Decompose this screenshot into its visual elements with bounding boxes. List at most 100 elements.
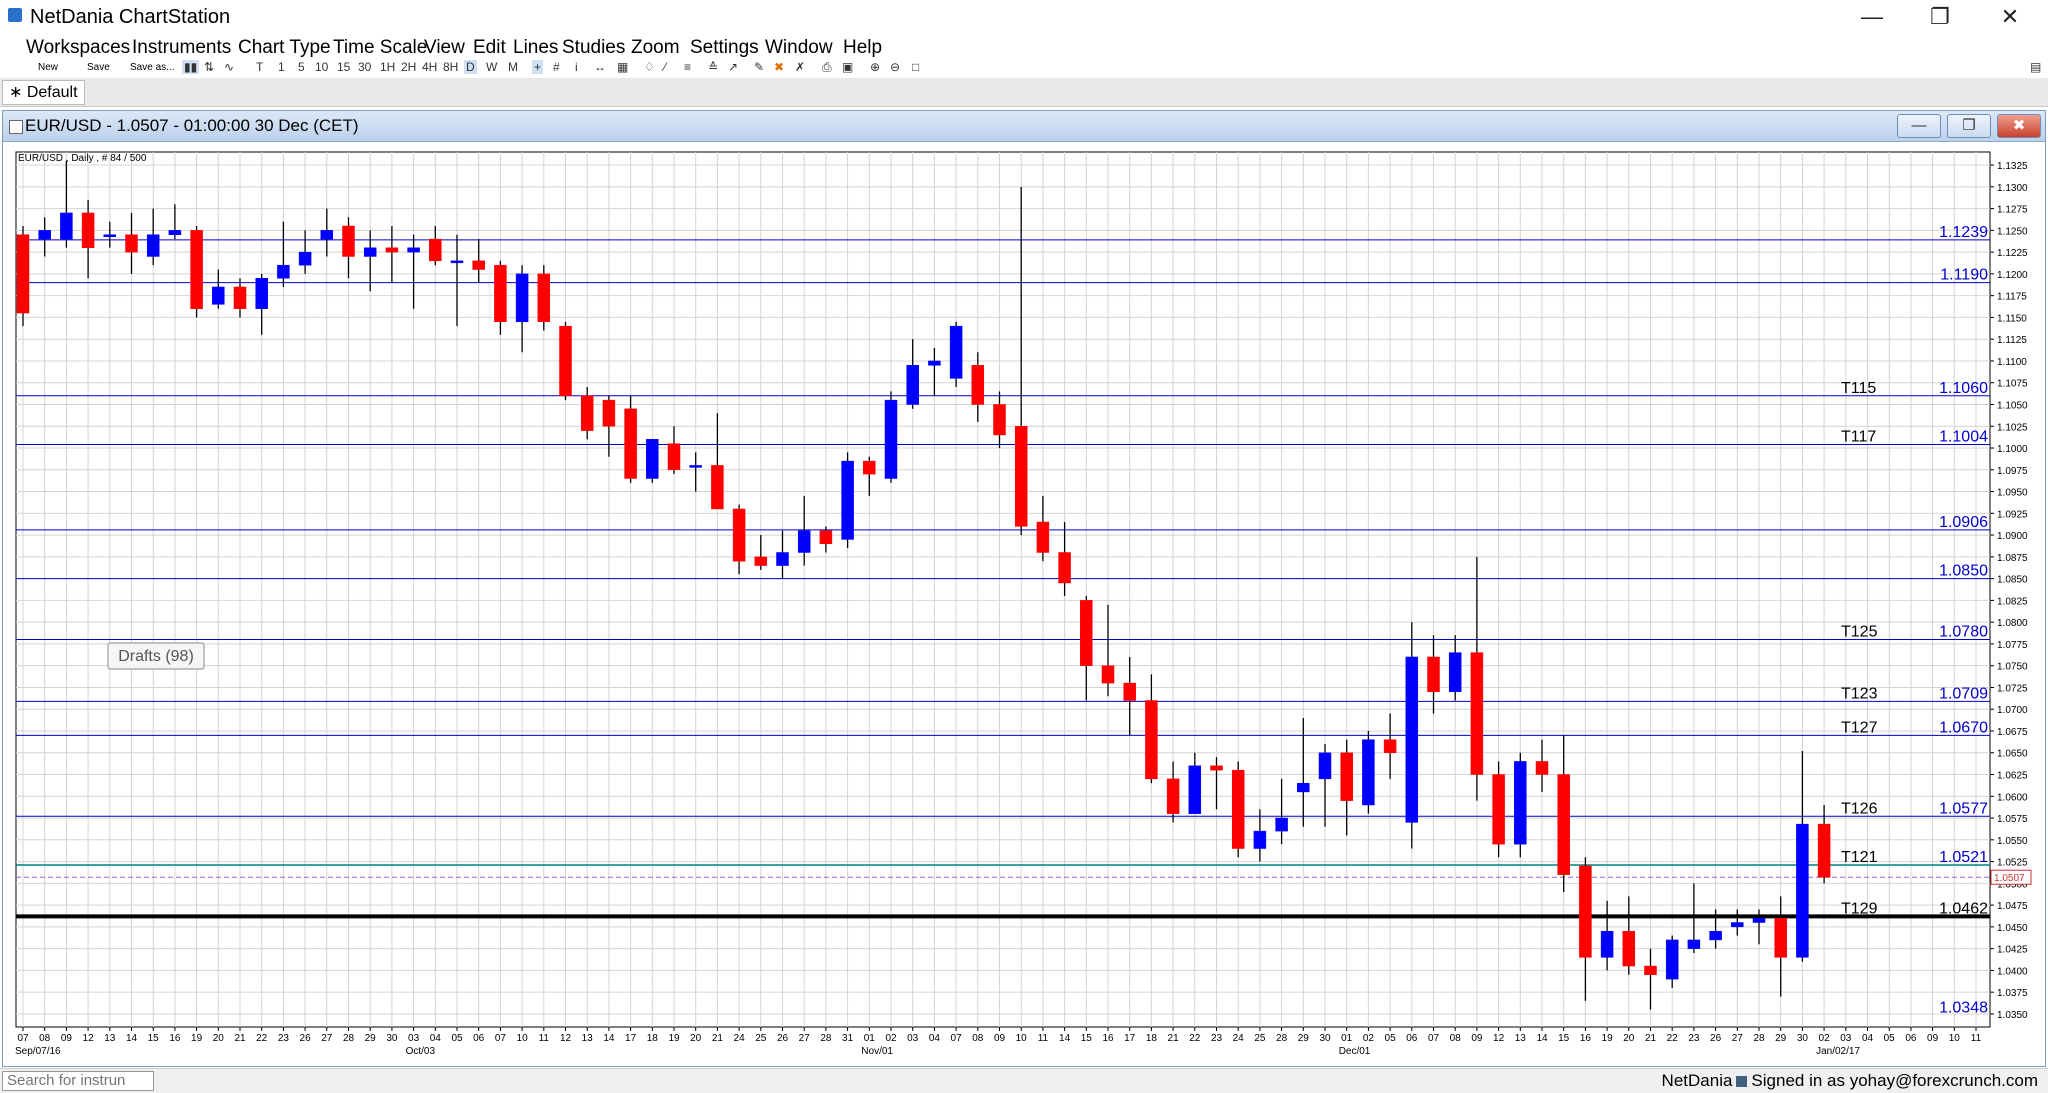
menu-settings[interactable]: Settings [690, 37, 759, 58]
candle-body[interactable] [494, 264, 507, 323]
candle-body[interactable] [1752, 917, 1766, 923]
zoom-fit-icon[interactable]: □ [912, 60, 920, 74]
candle-body[interactable] [1622, 930, 1636, 967]
timescale-1h-button[interactable]: 1H [380, 60, 396, 74]
candle-body[interactable] [1817, 823, 1831, 878]
candle-body[interactable] [1687, 939, 1701, 949]
line-chart-icon[interactable]: ∿ [224, 60, 235, 74]
candle-body[interactable] [754, 556, 768, 566]
candle-body[interactable] [797, 530, 811, 553]
candle-body[interactable] [1644, 965, 1657, 976]
candle-body[interactable] [602, 399, 616, 427]
candle-body[interactable] [1774, 917, 1787, 958]
timescale-2h-button[interactable]: 2H [401, 60, 417, 74]
timescale-daily-button[interactable]: D [464, 60, 477, 74]
menu-lines[interactable]: Lines [513, 37, 559, 58]
volume-icon[interactable]: ▦ [617, 60, 629, 74]
timescale-tick-button[interactable]: T [256, 60, 264, 74]
candle-body[interactable] [993, 404, 1006, 436]
menu-window[interactable]: Window [765, 37, 833, 58]
candle-body[interactable] [450, 260, 464, 264]
candle-body[interactable] [1383, 739, 1397, 753]
menu-instruments[interactable]: Instruments [132, 37, 232, 58]
candle-body[interactable] [1492, 774, 1505, 845]
candle-body[interactable] [971, 365, 985, 405]
candle-body[interactable] [168, 230, 182, 235]
candle-body[interactable] [667, 443, 681, 471]
pencil-icon[interactable]: ✎ [754, 60, 765, 74]
candle-body[interactable] [863, 460, 876, 475]
menu-studies[interactable]: Studies [562, 37, 626, 58]
save-as-button[interactable]: Save as... [130, 62, 175, 73]
timescale-weekly-button[interactable]: W [486, 60, 498, 74]
candle-body[interactable] [38, 230, 51, 240]
candle-body[interactable] [906, 365, 919, 405]
timescale-30m-button[interactable]: 30 [358, 60, 372, 74]
candle-body[interactable] [1600, 930, 1614, 958]
candle-body[interactable] [60, 212, 73, 240]
candle-body[interactable] [407, 247, 420, 253]
candle-body[interactable] [1535, 761, 1549, 775]
candle-body[interactable] [559, 325, 572, 397]
candle-body[interactable] [277, 264, 290, 279]
candle-body[interactable] [841, 460, 854, 540]
candle-body[interactable] [146, 234, 160, 257]
candle-body[interactable] [103, 234, 117, 237]
zoom-out-icon[interactable]: ⊖ [890, 60, 901, 74]
bar-chart-icon[interactable]: ⇅ [204, 60, 215, 74]
candle-body[interactable] [429, 238, 442, 262]
menu-help[interactable]: Help [843, 37, 883, 58]
candle-body[interactable] [1036, 521, 1050, 553]
candle-body[interactable] [1318, 752, 1332, 780]
candle-body[interactable] [776, 552, 789, 566]
candle-body[interactable] [190, 230, 203, 309]
candle-body[interactable] [233, 286, 247, 309]
candle-body[interactable] [624, 408, 637, 479]
candle-body[interactable] [1514, 761, 1527, 845]
candle-body[interactable] [255, 277, 268, 309]
plot-area[interactable] [15, 151, 1991, 1028]
chart-minimize-button[interactable]: — [1897, 114, 1941, 138]
candle-body[interactable] [16, 234, 30, 314]
timescale-5m-button[interactable]: 5 [298, 60, 305, 74]
candle-body[interactable] [1145, 700, 1158, 780]
candle-body[interactable] [884, 399, 898, 479]
candle-body[interactable] [949, 325, 963, 379]
menu-zoom[interactable]: Zoom [631, 37, 680, 58]
grid-icon[interactable]: # [553, 60, 560, 74]
candle-body[interactable] [1101, 665, 1115, 684]
window-close-button[interactable]: ✕ [2000, 4, 2020, 29]
chart-close-button[interactable]: ✖ [1997, 114, 2041, 138]
save-button[interactable]: Save [87, 62, 110, 73]
menu-time-scale[interactable]: Time Scale [333, 37, 428, 58]
info-icon[interactable]: i [575, 60, 578, 74]
chart-window-titlebar[interactable]: EUR/USD - 1.0507 - 01:00:00 30 Dec (CET)… [3, 111, 2045, 142]
tab-default-workspace[interactable]: ∗ Default [2, 80, 85, 105]
candle-body[interactable] [1362, 739, 1375, 806]
candle-body[interactable] [363, 247, 377, 257]
candle-body[interactable] [1579, 865, 1592, 958]
candle-body[interactable] [1014, 426, 1028, 527]
candle-body[interactable] [1470, 652, 1484, 775]
menu-workspaces[interactable]: Workspaces [26, 37, 131, 58]
timescale-monthly-button[interactable]: M [508, 60, 518, 74]
fibonacci-icon[interactable]: ≡ [684, 60, 692, 74]
candle-body[interactable] [1231, 769, 1245, 849]
candle-body[interactable] [1796, 823, 1809, 958]
instrument-search-input[interactable] [2, 1071, 154, 1091]
candle-body[interactable] [1210, 765, 1223, 771]
candle-body[interactable] [928, 360, 941, 366]
channel-icon[interactable]: ≙ [708, 60, 719, 74]
preview-icon[interactable]: ▣ [842, 60, 854, 74]
timescale-15m-button[interactable]: 15 [337, 60, 351, 74]
delete-all-icon[interactable]: ✗ [795, 60, 806, 74]
candle-body[interactable] [125, 234, 138, 253]
candle-body[interactable] [580, 395, 594, 431]
timescale-8h-button[interactable]: 8H [443, 60, 459, 74]
candle-body[interactable] [646, 439, 659, 479]
window-minimize-button[interactable]: — [1861, 4, 1883, 29]
candle-body[interactable] [342, 225, 355, 257]
candle-body[interactable] [1297, 782, 1310, 793]
candle-body[interactable] [1427, 656, 1440, 693]
candle-body[interactable] [1123, 682, 1136, 701]
